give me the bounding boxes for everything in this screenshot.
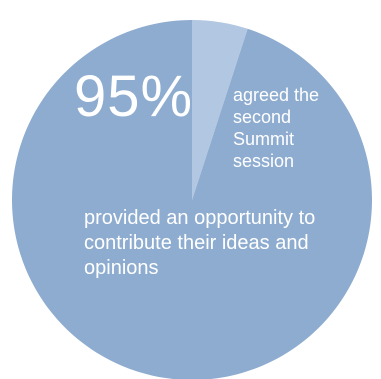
pie-slice-minor (192, 20, 248, 200)
main-caption: provided an opportunity to contribute th… (84, 207, 316, 279)
percentage-label: 95% (74, 64, 194, 129)
side-caption: agreed the second Summit session (233, 85, 320, 171)
pie-slice-major (12, 20, 372, 379)
